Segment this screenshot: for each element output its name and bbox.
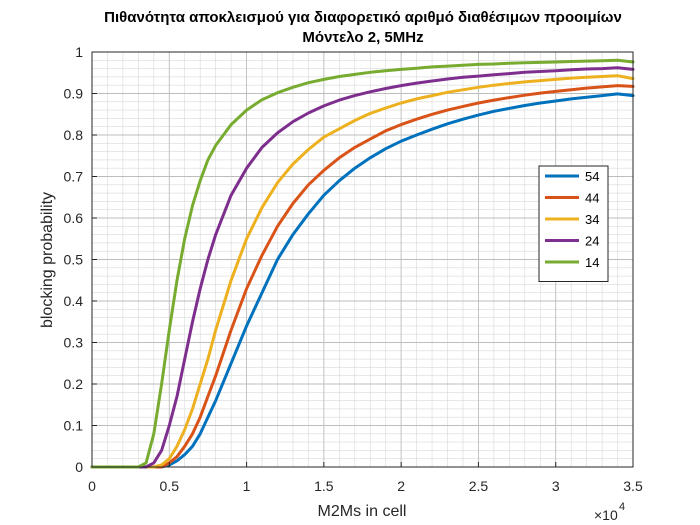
x-multiplier-base: ×10	[594, 507, 618, 523]
x-tick-label: 2	[397, 478, 405, 494]
y-tick-label: 0.1	[64, 418, 84, 434]
y-tick-label: 0.8	[64, 127, 84, 143]
x-tick-label: 3	[552, 478, 560, 494]
x-tick-label: 3.5	[623, 478, 643, 494]
x-axis-multiplier: ×10 4	[594, 501, 625, 523]
legend-label-54: 54	[585, 169, 599, 184]
x-multiplier-exponent: 4	[619, 501, 625, 513]
y-tick-label: 0.3	[64, 335, 84, 351]
y-tick-label: 0.6	[64, 210, 84, 226]
series-line-24	[90, 66, 635, 469]
y-tick-label: 0.9	[64, 86, 84, 102]
y-tick-labels: 0 0.1 0.2 0.3 0.4 0.5 0.6 0.7 0.8 0.9 1	[64, 44, 84, 475]
series-line-34	[90, 74, 635, 469]
y-tick-label: 0	[75, 459, 83, 475]
y-tick-label: 0.4	[64, 293, 84, 309]
chart-title: Πιθανότητα αποκλεισμού για διαφορετικό α…	[104, 9, 622, 26]
y-tick-label: 0.2	[64, 376, 84, 392]
x-tick-label: 0.5	[160, 478, 180, 494]
y-tick-label: 1	[75, 44, 83, 60]
series-layer	[90, 58, 635, 469]
legend-label-24: 24	[585, 234, 599, 249]
chart-subtitle: Μόντελο 2, 5MHz	[302, 29, 423, 46]
y-tick-label: 0.5	[64, 252, 84, 268]
legend-label-34: 34	[585, 212, 599, 227]
x-tick-label: 2.5	[469, 478, 489, 494]
series-line-54	[90, 92, 635, 469]
x-tick-label: 0	[88, 478, 96, 494]
series-line-14	[90, 58, 635, 469]
y-axis-label: blocking probability	[39, 192, 56, 328]
tick-marks	[91, 51, 634, 468]
x-axis-label: M2Ms in cell	[318, 503, 407, 520]
series-line-44	[90, 84, 635, 469]
y-tick-label: 0.7	[64, 169, 84, 185]
legend-label-14: 14	[585, 255, 599, 270]
legend: 54 44 34 24 14	[538, 165, 609, 282]
legend-label-44: 44	[585, 191, 599, 206]
x-tick-label: 1	[243, 478, 251, 494]
x-tick-labels: 0 0.5 1 1.5 2 2.5 3 3.5	[88, 478, 643, 494]
x-tick-label: 1.5	[314, 478, 334, 494]
